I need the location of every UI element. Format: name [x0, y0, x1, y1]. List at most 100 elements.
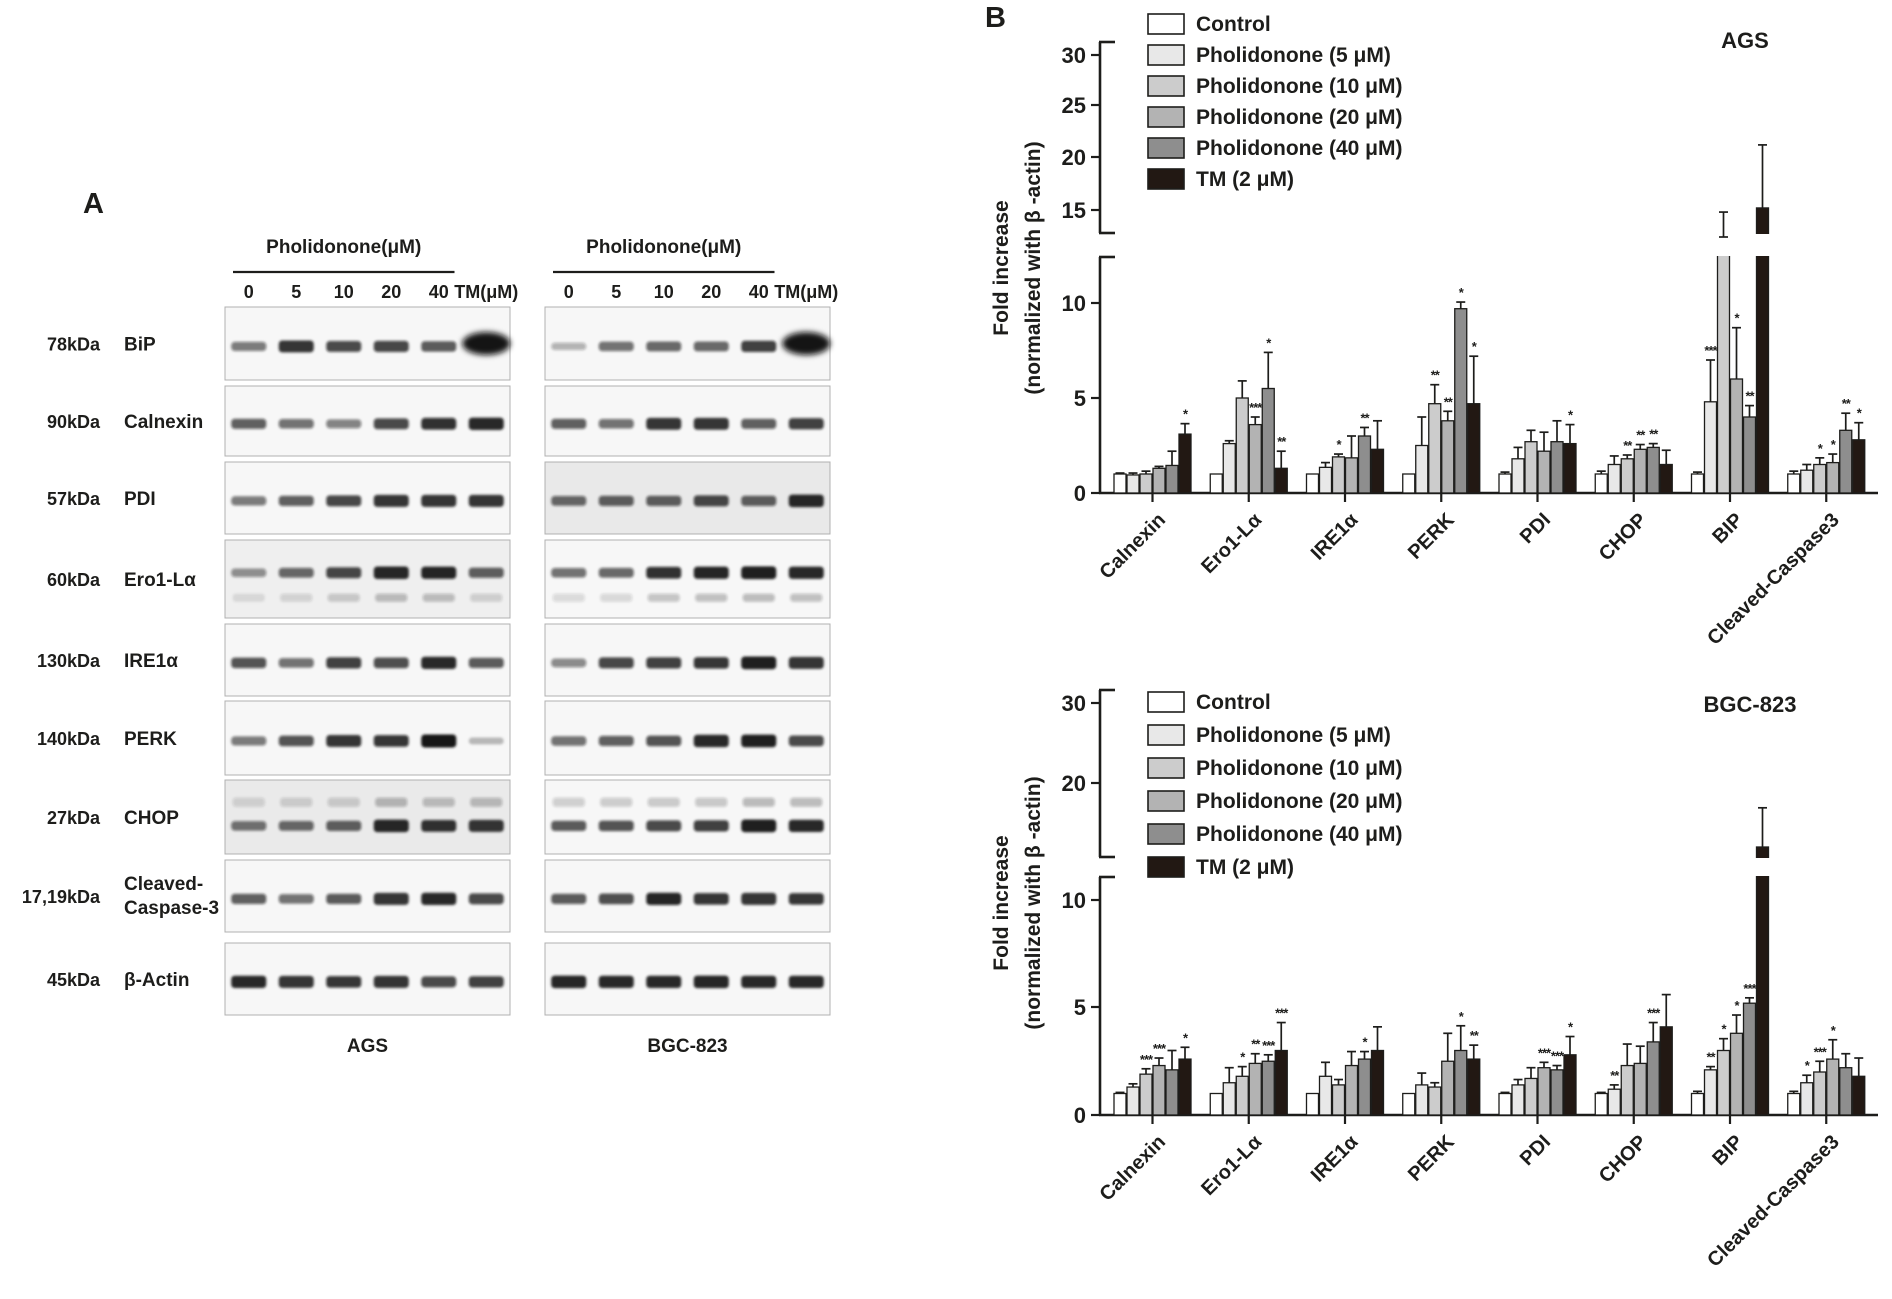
blot-band: [373, 735, 409, 747]
blot-band-doublet: [280, 797, 313, 807]
lane-label: 20: [701, 282, 721, 302]
blot-band-doublet: [600, 593, 633, 602]
significance-stars: *: [1336, 437, 1342, 452]
blot-band: [326, 340, 362, 352]
blot-band: [551, 893, 587, 905]
blot-band: [788, 494, 824, 508]
bar: [1787, 473, 1801, 494]
blot-band-doublet: [375, 797, 408, 807]
blot-band: [646, 735, 682, 747]
blot-band: [693, 566, 729, 579]
blot-band: [231, 736, 267, 746]
bar: [1139, 473, 1153, 494]
significance-stars: *: [1734, 998, 1740, 1013]
blot-box: [224, 779, 511, 855]
category-label: CHOP: [1595, 509, 1651, 565]
blot-row: [544, 779, 831, 855]
legend-swatch: [1147, 856, 1185, 878]
blot-band: [598, 820, 634, 832]
blot-band: [741, 418, 777, 429]
bar-chart-AGS: 15 20 25 30 0 5 10 Fold increase (normalized wit…: [990, 13, 1878, 650]
bar: [1755, 876, 1770, 1116]
bar: [1594, 1092, 1608, 1116]
blot-band: [278, 894, 314, 904]
blot-band: [231, 341, 267, 351]
protein-label: Caspase-3: [124, 898, 219, 919]
significance-stars: ***: [1551, 1049, 1565, 1064]
blot-band: [788, 656, 824, 669]
bar: [1126, 474, 1140, 494]
bar: [1511, 1084, 1525, 1116]
legend-label: Pholidonone (20 μM): [1196, 106, 1403, 129]
bar: [1331, 456, 1346, 494]
blot-band: [741, 495, 777, 506]
y-tick-label: 20: [1062, 771, 1086, 796]
blot-band: [468, 494, 504, 507]
blot-band: [646, 975, 682, 989]
blot-band-doublet: [695, 797, 728, 807]
blot-band: [646, 657, 682, 669]
bar: [1467, 1058, 1481, 1116]
blot-band: [551, 342, 587, 351]
cell-line-label: BGC-823: [647, 1036, 727, 1057]
blot-band: [741, 892, 777, 905]
chart-title: BGC-823: [1704, 692, 1797, 717]
significance-stars: *: [1183, 1030, 1189, 1045]
legend-label: Pholidonone (10 μM): [1196, 75, 1403, 98]
bar: [1524, 1077, 1538, 1116]
bar: [1357, 1058, 1372, 1116]
protein-label: PDI: [124, 489, 156, 510]
blot-band-doublet: [280, 593, 313, 602]
category-label: CHOP: [1595, 1131, 1651, 1187]
significance-stars: ***: [1153, 1041, 1167, 1056]
bar: [1454, 1049, 1468, 1116]
y-tick-label: 30: [1062, 43, 1086, 68]
blot-band: [693, 820, 729, 832]
blot-band: [693, 657, 729, 669]
blot-row: [224, 306, 511, 381]
significance-stars: **: [1745, 389, 1755, 404]
bars-upper-segment: [1755, 207, 1770, 234]
significance-stars: **: [1706, 1050, 1716, 1065]
bar: [1537, 450, 1551, 494]
blot-band: [278, 658, 314, 668]
significance-stars: ***: [1814, 1044, 1828, 1059]
bar: [1537, 1067, 1551, 1116]
blot-band: [741, 734, 777, 748]
category-label: Calnexin: [1096, 1131, 1171, 1206]
blot-band-doublet: [647, 593, 680, 602]
legend-label: Control: [1196, 691, 1271, 714]
blot-band: [598, 975, 634, 989]
significance-stars: **: [1470, 1028, 1480, 1043]
blot-band: [693, 975, 729, 989]
bar: [1402, 473, 1416, 494]
blot-band: [598, 657, 634, 669]
bar: [1550, 1069, 1564, 1116]
blot-band: [598, 893, 634, 905]
kda-label: 140kDa: [37, 729, 101, 749]
blot-band: [741, 340, 777, 353]
significance-stars: *: [1266, 335, 1272, 350]
bar: [1454, 308, 1468, 494]
blot-band-doublet: [470, 797, 503, 807]
bar: [1126, 1086, 1140, 1116]
blot-band: [693, 341, 729, 352]
blot-band-doublet: [422, 593, 455, 602]
significance-stars: *: [1734, 311, 1740, 326]
bar: [1755, 256, 1770, 494]
protein-label: IRE1α: [124, 651, 178, 672]
blot-band: [646, 566, 682, 579]
blot-band: [278, 495, 314, 506]
blot-band: [231, 893, 267, 904]
category-ticks: [1151, 493, 1828, 502]
kda-label: 17,19kDa: [22, 887, 101, 907]
blot-box: [544, 942, 831, 1016]
blot-band: [788, 735, 824, 747]
lane-label: 40: [429, 282, 449, 302]
blot-band: [646, 495, 682, 506]
bar: [1690, 473, 1705, 494]
legend-label: TM (2 μM): [1196, 856, 1294, 879]
blot-band: [326, 495, 362, 507]
category-label: BIP: [1708, 1131, 1747, 1170]
blot-band: [551, 568, 587, 578]
